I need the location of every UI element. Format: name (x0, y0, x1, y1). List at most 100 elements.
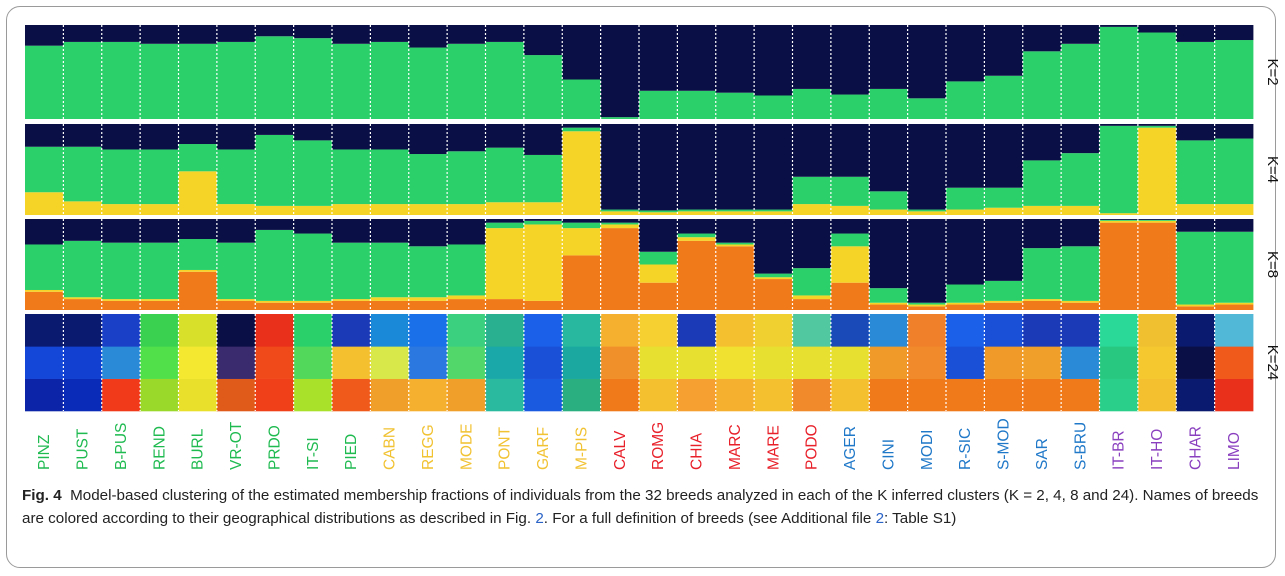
bar-garf-k2-s1 (523, 25, 563, 56)
bar-it-si-k8-s1 (293, 300, 333, 303)
breed-label: PODO (804, 424, 821, 470)
bar-pinz-k24-s0 (25, 378, 64, 412)
caption-file-link[interactable]: 2 (875, 510, 885, 527)
bar-calv-k24-s0 (600, 378, 640, 412)
bar-regg-k4-s2 (408, 124, 448, 155)
breed-label: S-BRU (1072, 422, 1089, 470)
bar-char-k24-s0 (1176, 378, 1216, 412)
breed-label: CALV (612, 430, 629, 470)
panel-label: K=8 (1264, 251, 1281, 278)
bar-cini-k4-s0 (869, 209, 909, 215)
bar-marc-k4-s0 (715, 211, 755, 215)
bar-sar-k2-s0 (1022, 51, 1062, 119)
bar-ager-k2-s1 (830, 25, 870, 95)
bar-limo-k24-s2 (1214, 314, 1254, 347)
bar-rend-k4-s0 (140, 204, 179, 215)
bar-calv-k24-s1 (600, 346, 640, 379)
bar-chia-k2-s0 (677, 90, 717, 119)
bar-r-sic-k2-s1 (946, 25, 985, 82)
bar-garf-k4-s0 (523, 202, 563, 215)
bar-cini-k8-s1 (869, 302, 909, 305)
bar-calv-k8-s2 (600, 222, 640, 225)
bar-prdo-k4-s2 (255, 124, 295, 135)
bar-prdo-k2-s1 (255, 25, 295, 37)
bar-s-mod-k4-s0 (984, 207, 1024, 215)
breed-label: R-SIC (957, 428, 974, 470)
breed-label: MARE (765, 425, 782, 470)
bar-chia-k24-s0 (677, 378, 717, 412)
bar-s-mod-k8-s3 (984, 219, 1024, 281)
bar-marc-k8-s1 (715, 244, 755, 247)
bar-limo-k8-s2 (1214, 231, 1254, 303)
bar-sar-k2-s1 (1022, 25, 1062, 52)
bar-mode-k4-s1 (447, 151, 486, 205)
bar-sar-k8-s0 (1022, 300, 1062, 310)
bar-r-sic-k2-s0 (946, 81, 985, 119)
bar-s-mod-k4-s2 (984, 124, 1024, 188)
bar-pied-k2-s1 (332, 25, 371, 44)
bar-pust-k2-s1 (63, 25, 103, 42)
caption-figure-link[interactable]: 2 (535, 510, 544, 527)
bar-it-ho-k24-s2 (1137, 314, 1177, 347)
bar-regg-k8-s2 (408, 246, 448, 298)
bar-it-si-k8-s2 (293, 233, 333, 301)
bar-vr-ot-k8-s2 (216, 242, 256, 300)
bar-burl-k8-s3 (178, 219, 218, 240)
bar-calv-k4-s1 (600, 209, 640, 212)
bar-modi-k2-s0 (907, 98, 947, 119)
bar-pust-k24-s2 (63, 314, 103, 347)
bar-it-si-k24-s1 (293, 346, 333, 379)
breed-label: MODI (919, 430, 936, 470)
bar-podo-k4-s2 (792, 124, 832, 177)
bar-pied-k4-s0 (332, 204, 371, 215)
bar-s-bru-k2-s1 (1061, 25, 1100, 44)
bar-pont-k2-s0 (485, 41, 525, 119)
bar-limo-k4-s1 (1214, 138, 1254, 205)
bar-pinz-k8-s0 (25, 291, 64, 310)
bar-mare-k2-s1 (754, 25, 793, 96)
bar-it-ho-k4-s2 (1137, 124, 1177, 126)
bar-podo-k24-s1 (792, 346, 832, 379)
bar-it-ho-k2-s1 (1137, 25, 1177, 33)
bar-s-bru-k24-s2 (1061, 314, 1100, 347)
panel-label: K=24 (1264, 345, 1281, 380)
bar-mare-k8-s1 (754, 277, 793, 280)
bar-burl-k24-s2 (178, 314, 218, 347)
bar-chia-k8-s2 (677, 233, 717, 238)
bar-rend-k2-s0 (140, 43, 179, 119)
caption-text-1: Model-based clustering of the estimated … (22, 487, 1259, 527)
bar-pont-k8-s0 (485, 299, 525, 310)
breed-label: VR-OT (228, 421, 245, 470)
bar-sar-k8-s3 (1022, 219, 1062, 249)
bar-mode-k24-s0 (447, 378, 486, 412)
bar-ager-k2-s0 (830, 94, 870, 119)
bar-regg-k2-s0 (408, 47, 448, 120)
bar-it-si-k2-s1 (293, 25, 333, 39)
bar-cabn-k2-s0 (370, 41, 410, 119)
bar-chia-k4-s1 (677, 209, 717, 212)
bar-marc-k2-s0 (715, 92, 755, 119)
breed-label: REGG (420, 424, 437, 470)
breed-label: CHIA (689, 432, 706, 470)
bar-it-ho-k8-s2 (1137, 219, 1177, 221)
bar-pied-k8-s2 (332, 242, 371, 300)
bar-pied-k24-s1 (332, 346, 371, 379)
breed-label: PUST (75, 428, 92, 470)
bar-b-pus-k8-s1 (101, 299, 141, 301)
bar-sar-k4-s2 (1022, 124, 1062, 161)
panel-k-24 (25, 314, 1254, 412)
bar-s-mod-k24-s1 (984, 346, 1024, 379)
bar-prdo-k2-s0 (255, 36, 295, 119)
bar-calv-k4-s0 (600, 211, 640, 215)
breed-label: MODE (458, 424, 475, 471)
bar-s-bru-k8-s0 (1061, 302, 1100, 310)
bar-calv-k24-s2 (600, 314, 640, 347)
bar-s-mod-k24-s2 (984, 314, 1024, 347)
bar-mare-k24-s0 (754, 378, 793, 412)
bar-s-mod-k8-s0 (984, 302, 1024, 310)
bar-pied-k8-s0 (332, 300, 371, 310)
bar-it-si-k8-s3 (293, 219, 333, 234)
bar-it-ho-k24-s0 (1137, 378, 1177, 412)
bar-pust-k2-s0 (63, 41, 103, 119)
bar-limo-k8-s1 (1214, 302, 1254, 305)
